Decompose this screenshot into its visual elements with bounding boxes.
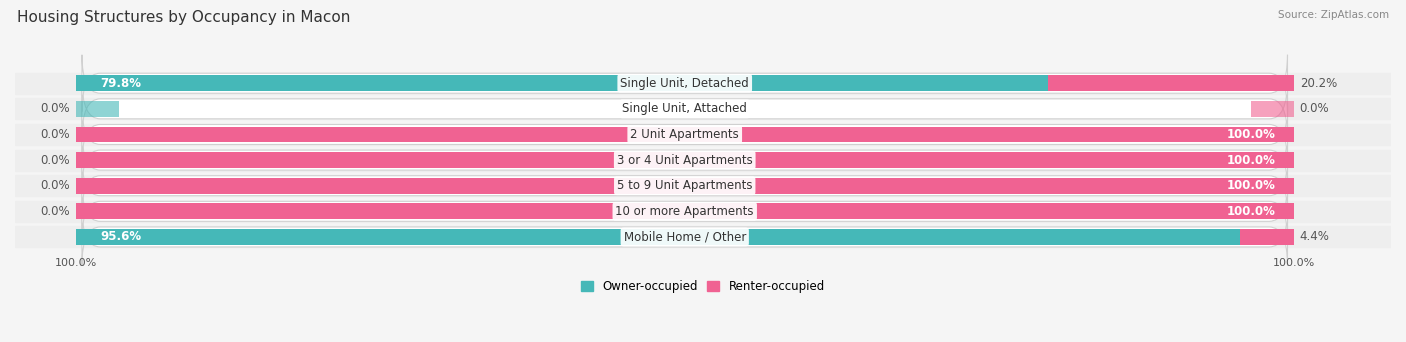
Text: 100.0%: 100.0% — [1226, 179, 1275, 192]
Bar — [15, 73, 1391, 94]
Bar — [15, 124, 1391, 145]
Text: 20.2%: 20.2% — [1299, 77, 1337, 90]
Text: Source: ZipAtlas.com: Source: ZipAtlas.com — [1278, 10, 1389, 20]
Bar — [15, 201, 1391, 222]
Bar — [76, 178, 118, 194]
FancyBboxPatch shape — [82, 106, 1288, 163]
Text: Housing Structures by Occupancy in Macon: Housing Structures by Occupancy in Macon — [17, 10, 350, 25]
Bar — [15, 149, 1391, 171]
Bar — [1240, 229, 1294, 245]
Legend: Owner-occupied, Renter-occupied: Owner-occupied, Renter-occupied — [576, 276, 830, 298]
FancyBboxPatch shape — [82, 132, 1288, 188]
Text: 0.0%: 0.0% — [41, 179, 70, 192]
Bar — [76, 178, 1294, 194]
Bar — [1047, 75, 1294, 91]
Text: 0.0%: 0.0% — [41, 205, 70, 218]
Text: 4.4%: 4.4% — [1299, 231, 1330, 244]
FancyBboxPatch shape — [82, 55, 1288, 112]
Text: Single Unit, Attached: Single Unit, Attached — [623, 102, 747, 115]
Bar — [76, 229, 1240, 245]
Bar — [15, 175, 1391, 196]
Text: 3 or 4 Unit Apartments: 3 or 4 Unit Apartments — [617, 154, 752, 167]
Text: 100.0%: 100.0% — [1226, 154, 1275, 167]
Text: 0.0%: 0.0% — [41, 128, 70, 141]
Bar — [76, 127, 118, 142]
Bar — [15, 98, 1391, 119]
Text: Mobile Home / Other: Mobile Home / Other — [623, 231, 747, 244]
Text: 5 to 9 Unit Apartments: 5 to 9 Unit Apartments — [617, 179, 752, 192]
Bar — [76, 152, 118, 168]
Bar — [76, 75, 1047, 91]
Bar — [76, 127, 1294, 142]
Bar — [1251, 101, 1294, 117]
Text: 0.0%: 0.0% — [1299, 102, 1329, 115]
FancyBboxPatch shape — [82, 209, 1288, 265]
Bar — [76, 203, 118, 219]
Bar — [15, 226, 1391, 248]
Text: 10 or more Apartments: 10 or more Apartments — [616, 205, 754, 218]
Bar — [76, 101, 118, 117]
Text: 79.8%: 79.8% — [100, 77, 141, 90]
FancyBboxPatch shape — [82, 157, 1288, 214]
Text: 0.0%: 0.0% — [41, 102, 70, 115]
Text: Single Unit, Detached: Single Unit, Detached — [620, 77, 749, 90]
FancyBboxPatch shape — [82, 80, 1288, 137]
Text: 95.6%: 95.6% — [100, 231, 142, 244]
Text: 2 Unit Apartments: 2 Unit Apartments — [630, 128, 740, 141]
Text: 0.0%: 0.0% — [41, 154, 70, 167]
FancyBboxPatch shape — [82, 183, 1288, 240]
Text: 100.0%: 100.0% — [1226, 205, 1275, 218]
Text: 100.0%: 100.0% — [1226, 128, 1275, 141]
Bar — [76, 203, 1294, 219]
Bar — [76, 152, 1294, 168]
